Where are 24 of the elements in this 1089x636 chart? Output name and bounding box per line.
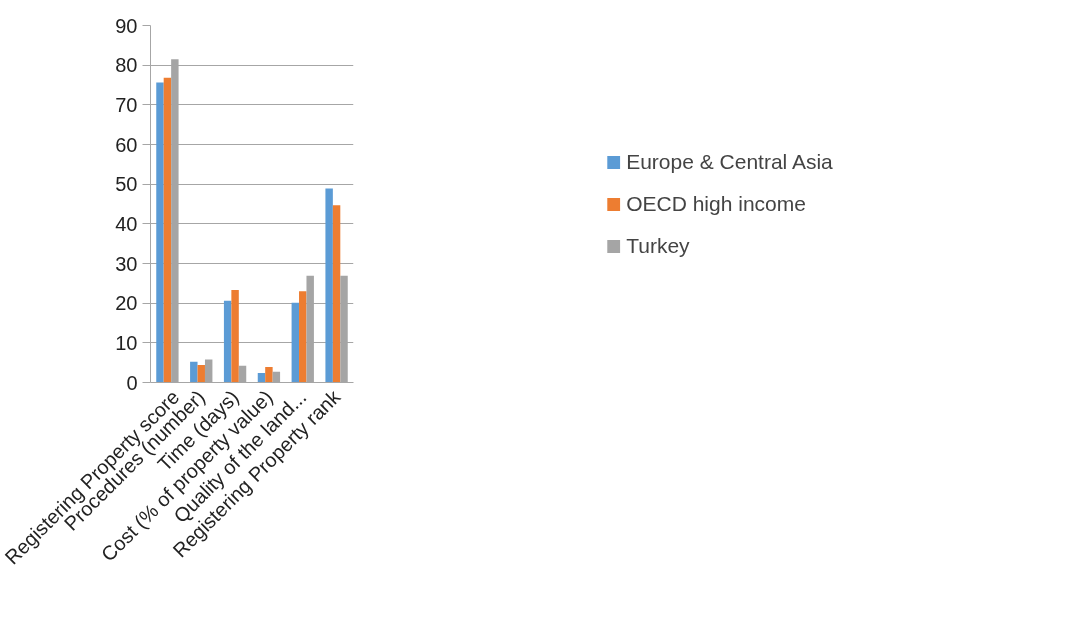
bar [190,361,198,383]
y-tick-label: 30 [115,252,138,275]
y-tick-label: 20 [115,292,138,315]
bar [156,82,164,383]
bar [231,290,239,383]
bar [163,77,172,383]
y-tick-label: 10 [115,331,138,354]
bar [197,365,205,383]
y-tick-label: 80 [115,54,138,77]
y-tick-label: 60 [115,133,138,156]
legend-label: OECD high income [626,191,806,216]
bar [291,302,300,383]
bar [325,188,333,383]
bar [299,291,307,383]
legend-label: Turkey [626,233,690,258]
y-tick-label: 0 [126,371,138,394]
y-tick-label: 90 [115,14,138,37]
legend-label: Europe & Central Asia [626,149,833,174]
bar [332,205,341,383]
y-tick-label: 50 [115,173,138,196]
bar [223,300,232,383]
bar [265,367,273,383]
y-tick-label: 70 [115,93,138,116]
y-tick-label: 40 [115,212,138,235]
